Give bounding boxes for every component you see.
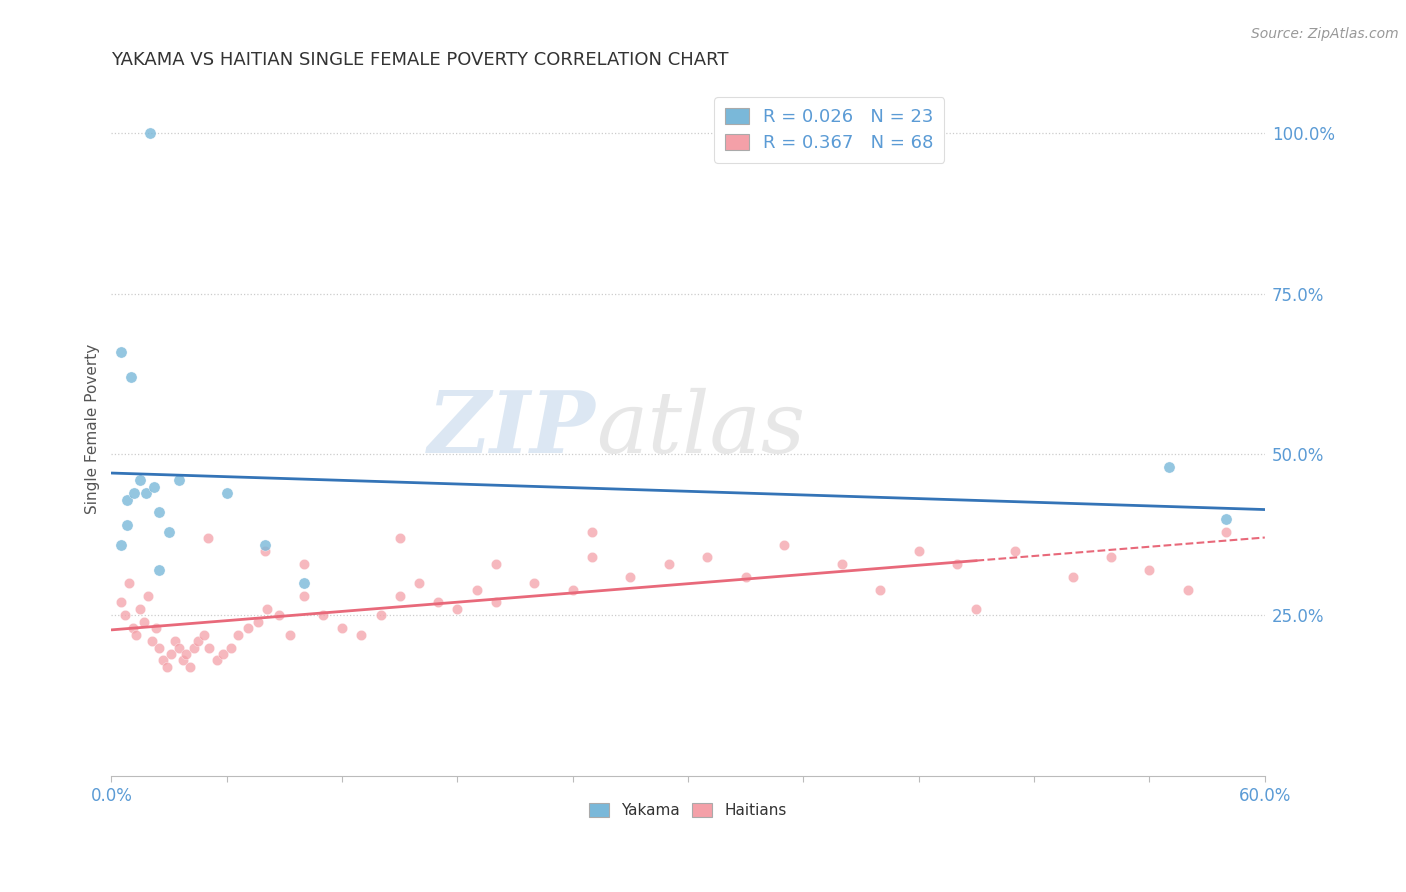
Point (187, 634, 209, 648)
Point (156, 660, 179, 674)
Point (254, 537, 277, 551)
Point (136, 589, 159, 603)
Point (219, 640, 242, 655)
Point (226, 627, 249, 641)
Point (256, 602, 278, 616)
Point (1215, 512, 1237, 526)
Point (141, 634, 163, 648)
Point (1139, 563, 1161, 577)
Point (110, 595, 132, 609)
Point (179, 660, 201, 674)
Point (278, 627, 301, 641)
Point (561, 582, 583, 597)
Point (869, 582, 891, 597)
Point (946, 557, 969, 571)
Point (292, 557, 315, 571)
Point (152, 653, 174, 667)
Point (1157, 460, 1180, 475)
Point (129, 602, 152, 616)
Point (193, 627, 215, 641)
Point (330, 621, 353, 635)
Point (148, 640, 170, 655)
Point (163, 634, 186, 648)
Point (135, 486, 157, 500)
Point (581, 550, 603, 565)
Point (619, 570, 641, 584)
Point (124, 486, 146, 500)
Point (485, 557, 508, 571)
Point (110, 537, 132, 551)
Point (132, 615, 155, 629)
Point (115, 492, 138, 507)
Point (142, 480, 165, 494)
Point (145, 621, 167, 635)
Point (581, 524, 603, 539)
Point (172, 653, 194, 667)
Point (446, 602, 468, 616)
Point (388, 531, 411, 545)
Point (125, 627, 148, 641)
Point (734, 570, 756, 584)
Point (183, 640, 205, 655)
Text: ZIP: ZIP (427, 387, 596, 470)
Point (212, 647, 235, 661)
Legend: Yakama, Haitians: Yakama, Haitians (583, 797, 793, 824)
Text: YAKAMA VS HAITIAN SINGLE FEMALE POVERTY CORRELATION CHART: YAKAMA VS HAITIAN SINGLE FEMALE POVERTY … (111, 51, 728, 69)
Point (696, 550, 718, 565)
Point (523, 576, 546, 591)
Point (197, 531, 219, 545)
Point (160, 647, 183, 661)
Text: atlas: atlas (596, 387, 806, 470)
Point (246, 615, 269, 629)
Point (408, 576, 430, 591)
Point (831, 557, 853, 571)
Point (129, 473, 152, 487)
Point (139, 126, 162, 140)
Point (388, 589, 411, 603)
Point (110, 344, 132, 359)
Point (167, 640, 190, 655)
Point (148, 505, 170, 519)
Point (157, 524, 180, 539)
Point (773, 537, 796, 551)
Point (1062, 570, 1084, 584)
Point (350, 627, 373, 641)
Point (236, 621, 259, 635)
Point (1215, 524, 1237, 539)
Point (485, 595, 508, 609)
Point (115, 518, 138, 533)
Point (465, 582, 488, 597)
Point (167, 473, 190, 487)
Point (205, 653, 228, 667)
Point (907, 544, 929, 558)
Point (148, 563, 170, 577)
Point (254, 544, 277, 558)
Point (215, 486, 238, 500)
Point (427, 595, 450, 609)
Point (658, 557, 681, 571)
Point (114, 608, 136, 623)
Point (176, 647, 198, 661)
Point (1004, 544, 1026, 558)
Point (121, 621, 143, 635)
Point (312, 608, 335, 623)
Point (118, 576, 141, 591)
Point (198, 640, 221, 655)
Point (267, 608, 290, 623)
Text: Source: ZipAtlas.com: Source: ZipAtlas.com (1251, 27, 1399, 41)
Point (370, 608, 392, 623)
Point (965, 602, 987, 616)
Point (292, 576, 315, 591)
Point (292, 589, 315, 603)
Y-axis label: Single Female Poverty: Single Female Poverty (86, 343, 100, 514)
Point (1177, 582, 1199, 597)
Point (1099, 550, 1122, 565)
Point (120, 370, 142, 384)
